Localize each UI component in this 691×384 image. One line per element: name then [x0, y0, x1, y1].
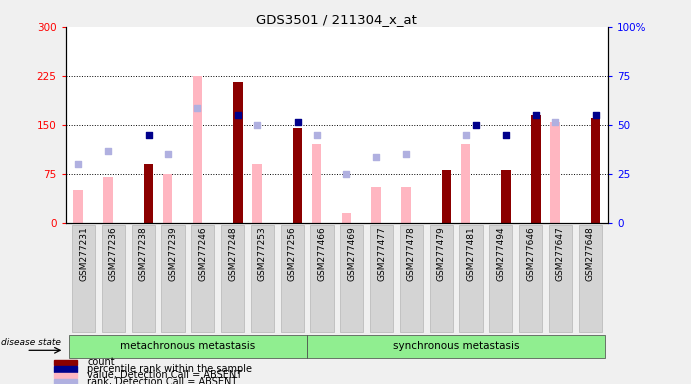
Bar [252, 164, 262, 223]
FancyBboxPatch shape [340, 225, 363, 332]
Bar [307, 335, 605, 358]
Text: GSM277256: GSM277256 [287, 226, 296, 281]
Point [370, 154, 381, 161]
Bar [103, 177, 113, 223]
Point [143, 131, 154, 138]
Text: GSM277253: GSM277253 [258, 226, 267, 281]
Title: GDS3501 / 211304_x_at: GDS3501 / 211304_x_at [256, 13, 417, 26]
Bar [341, 213, 351, 223]
Point [292, 118, 303, 124]
FancyBboxPatch shape [102, 225, 125, 332]
FancyBboxPatch shape [370, 225, 393, 332]
Bar [531, 115, 541, 223]
Text: GSM277646: GSM277646 [526, 226, 535, 281]
Text: GSM277466: GSM277466 [317, 226, 326, 281]
Text: synchronous metastasis: synchronous metastasis [392, 341, 520, 351]
FancyBboxPatch shape [460, 225, 482, 332]
Point [500, 131, 511, 138]
Bar [73, 190, 83, 223]
Text: percentile rank within the sample: percentile rank within the sample [87, 364, 252, 374]
Bar [54, 379, 77, 384]
Text: GSM277231: GSM277231 [79, 226, 88, 281]
Bar [372, 187, 381, 223]
Text: disease state: disease state [1, 338, 61, 347]
Point [460, 131, 471, 138]
Bar [461, 144, 471, 223]
Text: GSM277239: GSM277239 [169, 226, 178, 281]
Bar [54, 360, 77, 365]
Text: GSM277479: GSM277479 [437, 226, 446, 281]
FancyBboxPatch shape [400, 225, 423, 332]
Text: GSM277477: GSM277477 [377, 226, 386, 281]
Point [471, 122, 482, 128]
Text: GSM277481: GSM277481 [466, 226, 475, 281]
FancyBboxPatch shape [430, 225, 453, 332]
FancyBboxPatch shape [578, 225, 602, 332]
Text: GSM277494: GSM277494 [496, 226, 505, 281]
FancyBboxPatch shape [72, 225, 95, 332]
FancyBboxPatch shape [221, 225, 244, 332]
FancyBboxPatch shape [310, 225, 334, 332]
Point [311, 131, 322, 138]
FancyBboxPatch shape [489, 225, 513, 332]
Bar [442, 170, 451, 223]
Bar [502, 170, 511, 223]
Bar [54, 366, 77, 372]
Bar [550, 121, 560, 223]
Text: metachronous metastasis: metachronous metastasis [120, 341, 256, 351]
Bar [193, 76, 202, 223]
Point [252, 122, 263, 128]
Text: GSM277236: GSM277236 [108, 226, 118, 281]
FancyBboxPatch shape [251, 225, 274, 332]
Point [341, 170, 352, 177]
Point [401, 151, 412, 157]
Text: rank, Detection Call = ABSENT: rank, Detection Call = ABSENT [87, 377, 238, 384]
Point [232, 112, 243, 118]
Text: value, Detection Call = ABSENT: value, Detection Call = ABSENT [87, 370, 243, 380]
Point [590, 112, 601, 118]
FancyBboxPatch shape [161, 225, 184, 332]
Bar [144, 164, 153, 223]
Text: GSM277469: GSM277469 [348, 226, 357, 281]
Text: GSM277248: GSM277248 [228, 226, 237, 281]
Point [162, 151, 173, 157]
FancyBboxPatch shape [519, 225, 542, 332]
Bar [293, 128, 302, 223]
FancyBboxPatch shape [191, 225, 214, 332]
FancyBboxPatch shape [131, 225, 155, 332]
Point [102, 148, 113, 154]
FancyBboxPatch shape [549, 225, 572, 332]
Bar [68, 335, 307, 358]
Bar [54, 373, 77, 378]
Bar [233, 83, 243, 223]
Text: GSM277238: GSM277238 [139, 226, 148, 281]
Text: count: count [87, 357, 115, 367]
Bar [312, 144, 321, 223]
Bar [401, 187, 410, 223]
Text: GSM277648: GSM277648 [586, 226, 595, 281]
Point [531, 112, 542, 118]
Bar [163, 174, 172, 223]
Point [192, 106, 203, 112]
Bar [591, 118, 600, 223]
Point [73, 161, 84, 167]
Text: GSM277647: GSM277647 [556, 226, 565, 281]
Text: GSM277246: GSM277246 [198, 226, 207, 281]
Text: GSM277478: GSM277478 [407, 226, 416, 281]
Point [549, 118, 560, 124]
FancyBboxPatch shape [281, 225, 304, 332]
